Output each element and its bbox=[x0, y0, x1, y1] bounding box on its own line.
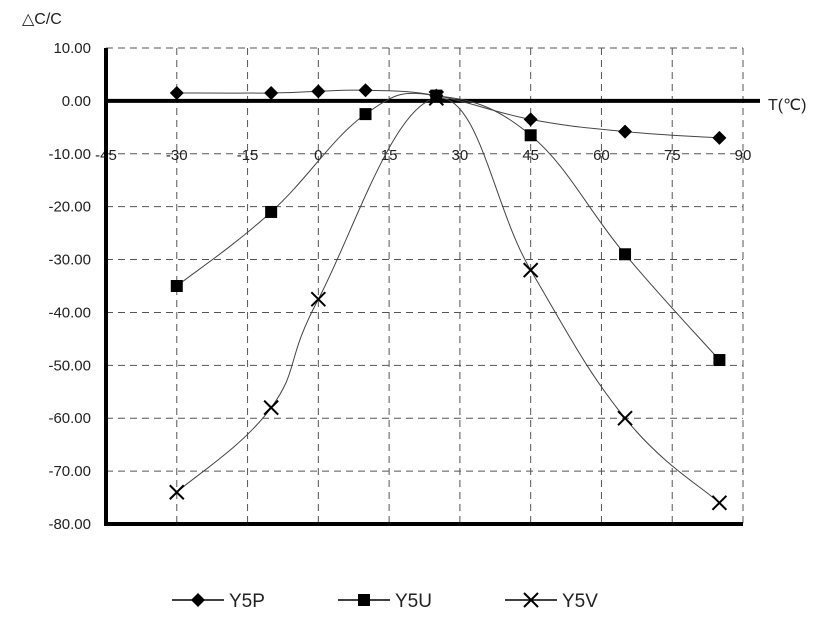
legend: Y5P Y5U Y5V bbox=[172, 591, 598, 612]
y-tick-labels: 10.00 0.00 -10.00 -20.00 -30.00 -40.00 -50.00 -… bbox=[48, 40, 91, 533]
x-tick-label: -30 bbox=[166, 147, 188, 164]
data-point-y5u bbox=[170, 280, 183, 292]
grid-lines bbox=[106, 47, 744, 524]
data-point-y5u bbox=[430, 89, 443, 102]
data-point-y5v bbox=[310, 291, 327, 307]
legend-marker-y5v bbox=[523, 592, 539, 608]
series-line-y5u bbox=[176, 92, 720, 361]
x-tick-label: 60 bbox=[593, 147, 610, 164]
data-point-y5v bbox=[169, 484, 185, 500]
x-tick-label: 0 bbox=[314, 147, 322, 164]
data-point-y5p bbox=[523, 112, 538, 127]
data-point-y5u bbox=[524, 129, 537, 142]
y-tick-label: -70.00 bbox=[48, 463, 91, 480]
data-point-y5u bbox=[619, 248, 632, 261]
x-tick-label: 90 bbox=[735, 147, 752, 164]
y-tick-label: -60.00 bbox=[48, 410, 91, 427]
data-point-y5v bbox=[522, 262, 539, 278]
data-point-y5p bbox=[358, 83, 373, 98]
x-tick-label: 15 bbox=[381, 147, 398, 164]
data-point-y5v bbox=[711, 495, 728, 511]
y-tick-label: -80.00 bbox=[48, 516, 91, 533]
y-tick-label: -50.00 bbox=[48, 357, 91, 374]
x-tick-label: 45 bbox=[522, 147, 539, 164]
y-tick-label: 0.00 bbox=[62, 93, 91, 110]
data-point-y5u bbox=[359, 108, 372, 121]
y-tick-label: 10.00 bbox=[53, 40, 91, 57]
y-tick-label: -20.00 bbox=[48, 199, 91, 216]
y-tick-label: -10.00 bbox=[48, 146, 91, 163]
legend-label-y5p: Y5P bbox=[229, 591, 265, 612]
data-point-y5u bbox=[265, 205, 278, 218]
data-point-y5p bbox=[618, 124, 633, 139]
legend-label-y5v: Y5V bbox=[562, 591, 598, 612]
y-tick-label: -30.00 bbox=[48, 252, 91, 269]
axes bbox=[104, 48, 760, 526]
x-tick-label: -15 bbox=[237, 147, 259, 164]
data-point-y5v bbox=[617, 410, 633, 426]
data-point-y5u bbox=[713, 354, 726, 367]
data-point-y5p bbox=[311, 84, 326, 99]
x-tick-label: 30 bbox=[452, 147, 469, 164]
legend-label-y5u: Y5U bbox=[395, 591, 432, 612]
legend-marker-y5u bbox=[358, 594, 370, 606]
data-point-y5p bbox=[712, 130, 727, 145]
series-markers bbox=[169, 83, 728, 511]
data-point-y5p bbox=[264, 85, 279, 100]
data-point-y5v bbox=[263, 399, 279, 416]
y-tick-label: -40.00 bbox=[48, 304, 91, 321]
data-point-y5v bbox=[428, 90, 445, 106]
y-axis-title: △C/C bbox=[22, 11, 62, 28]
legend-marker-y5p bbox=[191, 593, 205, 607]
data-point-y5p bbox=[169, 85, 184, 100]
x-axis-title: T(℃) bbox=[768, 97, 806, 114]
x-tick-label: 75 bbox=[664, 147, 681, 164]
